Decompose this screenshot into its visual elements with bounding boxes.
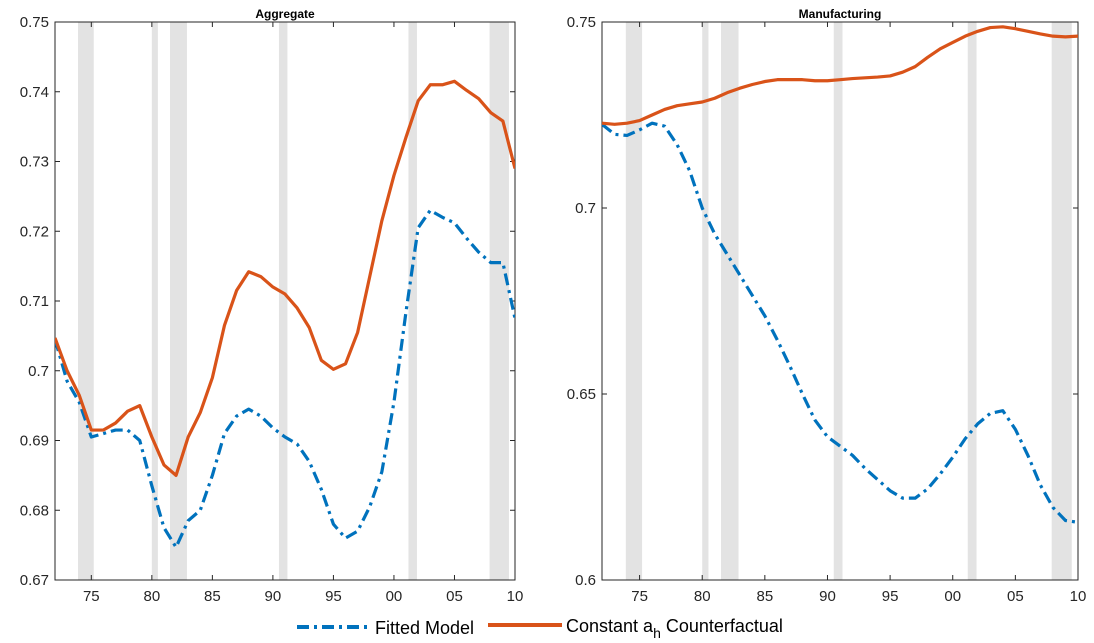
y-tick-label: 0.74 [20,84,49,101]
recession-band-5 [967,22,977,580]
y-tick-label: 0.75 [20,14,49,31]
y-tick-label: 0.68 [20,502,49,519]
recession-band-6 [489,22,509,580]
recession-band-1 [78,22,94,580]
series-line-fitted-model [602,121,1078,524]
y-tick-label: 0.67 [20,572,49,589]
y-tick-label: 0.65 [567,386,596,403]
y-tick-label: 0.73 [20,154,49,171]
recession-band-2 [151,22,158,580]
recession-band-4 [278,22,288,580]
recession-band-3 [170,22,187,580]
panel-title: Aggregate [255,7,315,21]
series-line-fitted-model [55,208,515,549]
legend-counterfactual-subscript: h [653,625,661,641]
recession-band-1 [625,22,643,580]
x-tick-label: 10 [1070,588,1087,605]
x-tick-label: 75 [83,588,100,605]
y-tick-label: 0.71 [20,293,49,310]
legend: Fitted Model Constant ah Counterfactual [297,616,783,641]
y-tick-label: 0.7 [28,363,49,380]
x-tick-label: 85 [204,588,221,605]
y-tick-label: 0.72 [20,223,49,240]
x-tick-label: 95 [882,588,899,605]
x-tick-label: 85 [756,588,773,605]
x-tick-label: 90 [819,588,836,605]
x-tick-label: 05 [1007,588,1024,605]
recession-band-4 [833,22,843,580]
x-tick-label: 95 [325,588,342,605]
y-tick-label: 0.75 [567,14,596,31]
recession-band-5 [408,22,417,580]
legend-counterfactual-label: Constant ah Counterfactual [566,616,783,641]
x-tick-label: 80 [143,588,160,605]
y-tick-label: 0.7 [575,200,596,217]
panel-title: Manufacturing [799,7,882,21]
series-line-constant-a-h-counterfactual [55,79,515,477]
x-tick-label: 75 [631,588,648,605]
x-tick-label: 00 [386,588,403,605]
legend-counterfactual-prefix: Constant a [566,616,654,636]
x-tick-label: 10 [507,588,524,605]
legend-counterfactual-suffix: Counterfactual [661,616,783,636]
panel-manufacturing: Manufacturing 75 80 85 90 95 00 05 10 0.6 0.65 0.7 0… [567,7,1087,605]
legend-fitted-label: Fitted Model [375,618,474,638]
recession-band-2 [702,22,709,580]
panel-aggregate: Aggregate 75 80 85 90 95 00 05 10 0.67 0.68 0.69 0.7… [20,7,524,605]
y-tick-label: 0.6 [575,572,596,589]
recession-band-6 [1051,22,1072,580]
series-line-constant-a-h-counterfactual [602,25,1078,126]
x-tick-label: 05 [446,588,463,605]
x-tick-label: 80 [694,588,711,605]
x-tick-label: 90 [265,588,282,605]
y-tick-label: 0.69 [20,433,49,450]
x-tick-label: 00 [944,588,961,605]
axes-box [601,21,1079,581]
chart-panels: Aggregate 75 80 85 90 95 00 05 10 0.67 0.68 0.69 0.7… [20,7,1087,605]
recession-band-3 [721,22,739,580]
